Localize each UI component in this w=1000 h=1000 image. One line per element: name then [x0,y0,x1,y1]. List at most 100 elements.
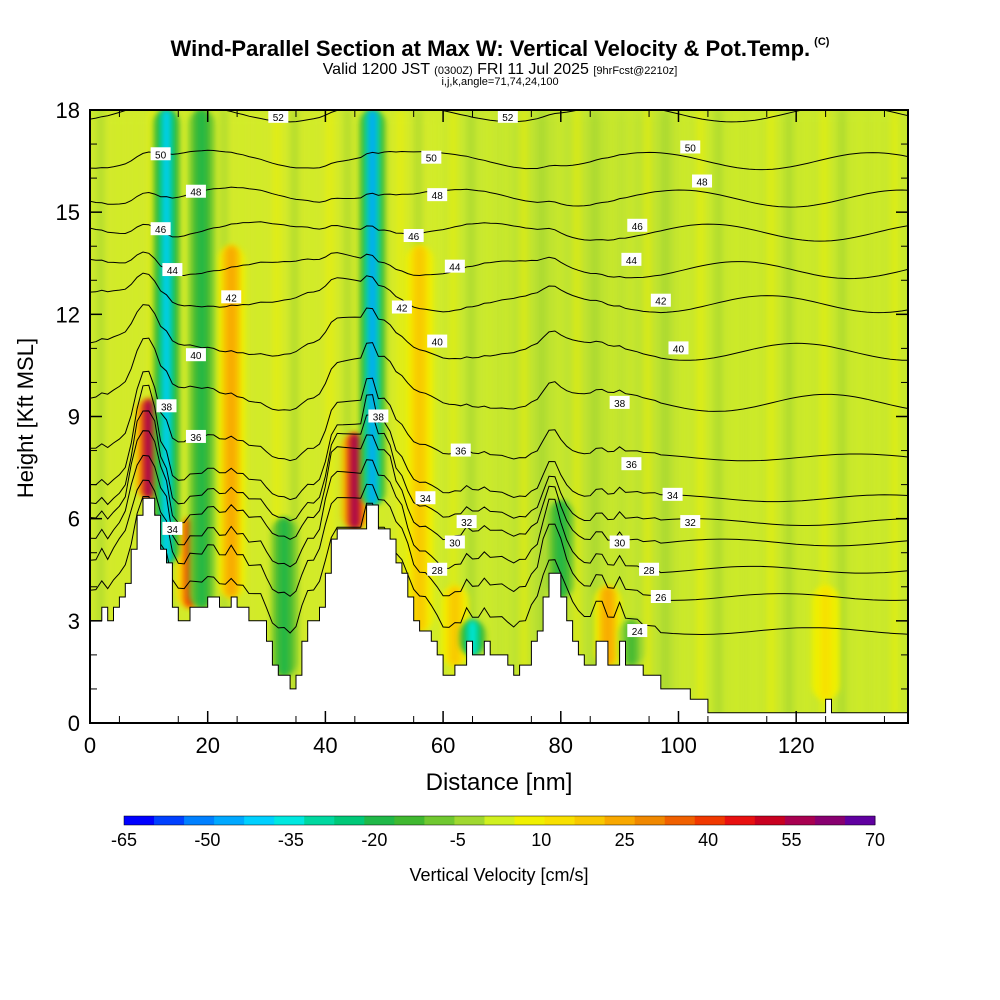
contour-label: 52 [273,113,285,124]
field-streak [254,110,264,723]
contour-label-bg [456,515,477,529]
field-streak [731,110,741,723]
contour-label: 26 [655,593,667,604]
contour-label-bg [403,229,424,243]
y-tick-label: 3 [68,609,80,634]
contour-label: 34 [667,491,679,502]
contour-label-bg [185,348,206,362]
valid-time: Valid 1200 JST [322,61,430,78]
contour-label-bg [621,457,642,471]
contour-label: 30 [614,539,626,550]
theta-contour-42 [90,272,908,314]
colorbar-swatch [724,816,756,825]
contour-label-bg [497,110,518,123]
updraft-mark [349,433,360,529]
contour-label: 40 [432,338,444,349]
contour-label-bg [444,535,465,549]
contour-label-bg [162,521,183,535]
contour-label: 36 [455,447,467,458]
section-params: i,j,k,angle=71,74,24,100 [441,76,559,88]
theta-contour-46 [90,221,908,242]
colorbar-swatch [514,816,546,825]
contour-label: 44 [626,256,638,267]
field-streak [431,110,441,723]
contour-label-bg [609,535,630,549]
field-streak [766,110,776,723]
colorbar-swatch [364,816,395,825]
colorbar-tick-label: -20 [361,830,387,850]
updraft-mark [820,586,831,700]
contour-label-bg [368,409,389,423]
field-streak [696,110,706,723]
colorbar-swatch [604,816,636,825]
contour-label: 42 [226,293,238,304]
colorbar-swatch [664,816,696,825]
field-streak [184,110,194,723]
field-streak [290,110,300,723]
field-streak [890,110,900,723]
x-tick-label: 100 [660,733,697,758]
colorbar-swatch [304,816,335,825]
field-streak [466,110,476,723]
theta-contour-34 [90,384,908,503]
colorbar-swatch [244,816,275,825]
x-tick-label: 120 [778,733,815,758]
contour-label-bg [650,589,671,603]
theta-contour-26 [90,479,908,601]
contour-label-bg [427,334,448,348]
downdraft-mark [280,518,289,676]
contour-label: 24 [632,627,644,638]
field-streak [484,110,494,723]
colorbar-swatch [394,816,425,825]
colorbar-tick-label: 25 [615,830,635,850]
contour-label-bg [156,399,177,413]
contour-label-bg [415,491,436,505]
contour-label-bg [692,174,713,188]
contour-label: 50 [155,150,167,161]
contour-label-bg [150,222,171,236]
field-streak [537,110,547,723]
forecast-info: [9hrFcst@2210z] [593,65,678,77]
field-streak [855,110,865,723]
contour-label: 30 [449,539,461,550]
contour-label: 44 [449,263,461,274]
colorbar-swatch [274,816,305,825]
contour-label: 40 [673,344,685,355]
contour-label: 42 [396,304,408,315]
field-streak [819,110,829,723]
colorbar-swatch [694,816,726,825]
contour-label-bg [609,395,630,409]
title-text: Wind-Parallel Section at Max W: Vertical… [170,36,811,61]
colorbar-swatch [124,816,155,825]
y-tick-label: 0 [68,711,80,736]
colorbar-frame [123,815,876,826]
colorbar-swatch [844,816,876,825]
y-tick-label: 6 [68,507,80,532]
theta-contour-38 [90,337,908,412]
field-streak [837,110,847,723]
colorbar-swatch [574,816,606,825]
contour-label-bg [221,290,242,304]
field-streak [643,110,653,723]
colorbar-tick-label: -50 [194,830,220,850]
colorbar-swatch [814,816,846,825]
field-streak [678,110,688,723]
updraft-mark [226,246,237,597]
field-streak [749,110,759,723]
contour-label-bg [391,300,412,314]
theta-contour-40 [90,304,908,361]
x-tick-label: 60 [431,733,455,758]
title-copyright-mark: (C) [814,36,830,48]
theta-contour-28 [90,454,908,574]
contour-label-bg [680,515,701,529]
x-tick-label: 80 [549,733,573,758]
contour-label-bg [185,429,206,443]
field-streak [660,110,670,723]
theta-contour-44 [90,251,908,280]
field-streak [448,110,458,723]
valid-date: FRI 11 Jul 2025 [477,61,589,78]
contour-label-bg [450,443,471,457]
contour-label: 32 [685,518,697,529]
x-tick-label: 0 [84,733,96,758]
